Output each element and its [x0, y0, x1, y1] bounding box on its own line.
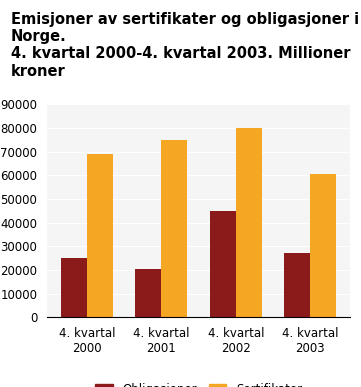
Bar: [61, 258, 87, 317]
Bar: [284, 253, 310, 317]
Bar: [236, 128, 262, 317]
Bar: [87, 154, 113, 317]
Text: Emisjoner av sertifikater og obligasjoner i Norge.
4. kvartal 2000-4. kvartal 20: Emisjoner av sertifikater og obligasjone…: [11, 12, 359, 79]
Legend: Obligasjoner, Sertifikater: Obligasjoner, Sertifikater: [95, 383, 302, 387]
Bar: [135, 269, 161, 317]
Bar: [310, 174, 336, 317]
Bar: [210, 211, 236, 317]
Bar: [161, 140, 187, 317]
